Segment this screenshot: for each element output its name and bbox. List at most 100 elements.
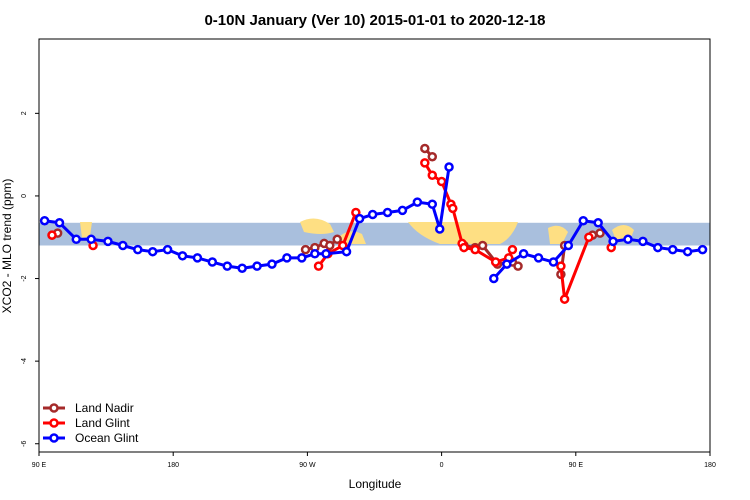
data-point	[444, 162, 454, 172]
data-point	[559, 294, 570, 304]
x-axis-label: Longitude	[349, 477, 402, 491]
land-shape	[80, 222, 92, 238]
data-point	[300, 244, 311, 255]
data-point	[313, 261, 324, 271]
data-point	[477, 240, 488, 251]
data-point	[367, 209, 378, 220]
data-point	[548, 257, 559, 267]
data-point	[682, 246, 693, 257]
land-shape	[300, 218, 334, 234]
data-point	[207, 257, 218, 267]
data-point	[427, 170, 438, 181]
legend-swatch-marker	[49, 418, 59, 428]
land-shape	[548, 225, 568, 244]
x-tick-label: 180	[704, 462, 716, 469]
data-point	[412, 197, 423, 207]
data-point	[667, 244, 678, 255]
series-line	[317, 211, 358, 268]
legend-label: Ocean Glint	[75, 431, 139, 445]
data-point	[436, 176, 447, 187]
data-point	[332, 234, 342, 245]
series-line	[44, 166, 451, 270]
data-point	[584, 232, 594, 242]
data-point	[420, 143, 430, 154]
data-point	[47, 230, 57, 240]
y-axis: 2 0 -2 -4 -6	[21, 111, 39, 447]
data-point	[595, 228, 605, 238]
data-point	[54, 218, 65, 228]
x-tick-label: 90 E	[569, 462, 584, 469]
legend-item: Ocean Glint	[43, 431, 139, 445]
data-point	[222, 261, 233, 271]
data-point	[310, 249, 320, 259]
data-point	[237, 263, 247, 273]
data-point	[578, 215, 589, 226]
data-point	[518, 249, 529, 259]
data-point	[434, 224, 445, 234]
data-point	[427, 151, 438, 162]
y-tick-label: 0	[21, 194, 28, 198]
plot-clip-group	[39, 143, 710, 304]
y-tick-label: -6	[21, 441, 28, 447]
data-point	[653, 242, 663, 253]
plot-area	[39, 143, 710, 304]
data-point	[427, 199, 438, 209]
data-point	[354, 213, 365, 224]
data-point	[325, 240, 335, 251]
data-point	[133, 244, 143, 255]
data-point	[71, 234, 82, 245]
data-point	[638, 236, 648, 247]
y-tick-label: -4	[21, 358, 28, 364]
data-point	[147, 246, 158, 257]
data-point	[103, 236, 113, 247]
data-point	[420, 158, 430, 168]
data-point	[321, 249, 331, 259]
x-tick-label: 0	[440, 462, 444, 469]
data-point	[297, 253, 307, 263]
x-tick-label: 90 E	[32, 462, 47, 469]
x-tick-label: 90 W	[299, 462, 316, 469]
data-point	[382, 207, 393, 218]
data-point	[397, 205, 408, 216]
data-point	[448, 203, 458, 214]
data-point	[162, 244, 173, 255]
x-axis: 90 E 180 90 W 0 90 E 180	[32, 452, 716, 469]
data-point	[459, 242, 469, 253]
data-point	[593, 218, 603, 228]
legend-label: Land Glint	[75, 416, 130, 430]
data-point	[563, 240, 574, 251]
y-axis-label: XCO2 - MLO trend (ppm)	[0, 179, 14, 314]
data-point	[489, 273, 499, 284]
y-tick-label: -2	[21, 275, 28, 281]
data-point	[282, 253, 292, 263]
series-land-nadir	[47, 143, 605, 280]
data-point	[556, 261, 566, 271]
data-point	[267, 259, 277, 269]
data-point	[697, 244, 708, 255]
plot-frame	[38, 38, 711, 453]
legend-item: Land Glint	[43, 416, 130, 430]
data-point	[513, 261, 523, 271]
data-point	[608, 236, 618, 247]
legend-swatch-marker	[49, 403, 59, 413]
chart-title: 0-10N January (Ver 10) 2015-01-01 to 202…	[204, 12, 545, 29]
y-tick-label: 2	[21, 111, 28, 115]
legend-item: Land Nadir	[43, 401, 134, 415]
data-point	[86, 234, 96, 245]
data-point	[192, 253, 203, 263]
data-point	[507, 244, 518, 255]
data-point	[177, 251, 188, 261]
data-point	[502, 259, 512, 269]
data-point	[490, 257, 501, 267]
series-ocean-glint	[39, 162, 708, 284]
x-tick-label: 180	[167, 462, 179, 469]
data-point	[341, 246, 352, 257]
data-point	[533, 253, 544, 263]
data-point	[470, 244, 480, 255]
data-point	[118, 240, 128, 251]
data-point	[252, 261, 262, 271]
data-point	[39, 215, 50, 226]
